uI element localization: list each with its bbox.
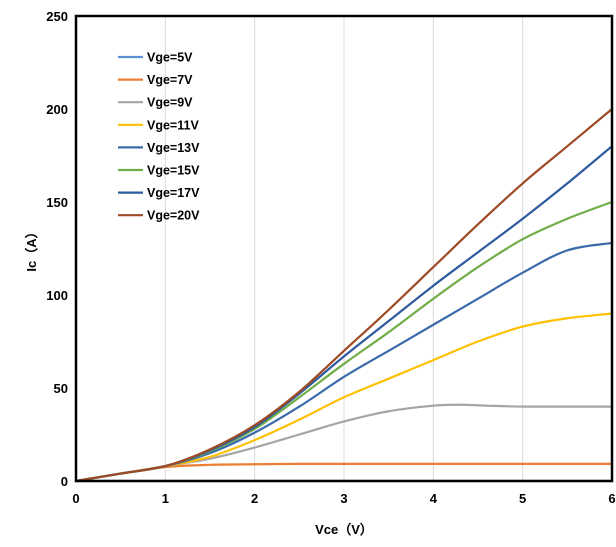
series-lines xyxy=(74,107,614,483)
grid-lines xyxy=(164,16,524,481)
plot-frame xyxy=(74,14,614,483)
y-tick-label: 250 xyxy=(46,9,68,24)
legend-label: Vge=13V xyxy=(147,141,200,155)
x-tick-label: 6 xyxy=(608,491,615,506)
legend-label: Vge=7V xyxy=(147,73,193,87)
legend: Vge=5V Vge=7V Vge=9V Vge=11V Vge=13V Vge=15V V… xyxy=(118,51,200,223)
legend-label: Vge=15V xyxy=(147,164,200,178)
legend-label: Vge=5V xyxy=(147,51,193,65)
y-tick-label: 50 xyxy=(54,381,68,396)
y-axis-title: Ic（A） xyxy=(24,225,39,271)
x-tick-label: 4 xyxy=(430,491,438,506)
y-tick-label: 200 xyxy=(46,102,68,117)
series-line xyxy=(74,107,614,483)
axis-ticks: 0 1 2 3 4 5 6 0 50 100 150 200 250 xyxy=(46,9,615,506)
x-tick-label: 0 xyxy=(72,491,79,506)
legend-label: Vge=11V xyxy=(147,118,199,132)
y-tick-label: 0 xyxy=(61,474,68,489)
legend-label: Vge=9V xyxy=(147,96,193,110)
x-tick-label: 3 xyxy=(340,491,347,506)
x-tick-label: 5 xyxy=(519,491,526,506)
legend-label: Vge=20V xyxy=(147,209,200,223)
y-tick-label: 150 xyxy=(46,195,68,210)
x-tick-label: 1 xyxy=(162,491,169,506)
legend-label: Vge=17V xyxy=(147,186,200,200)
y-tick-label: 100 xyxy=(46,288,68,303)
x-axis-title: Vce（V） xyxy=(315,522,373,537)
x-tick-label: 2 xyxy=(251,491,258,506)
